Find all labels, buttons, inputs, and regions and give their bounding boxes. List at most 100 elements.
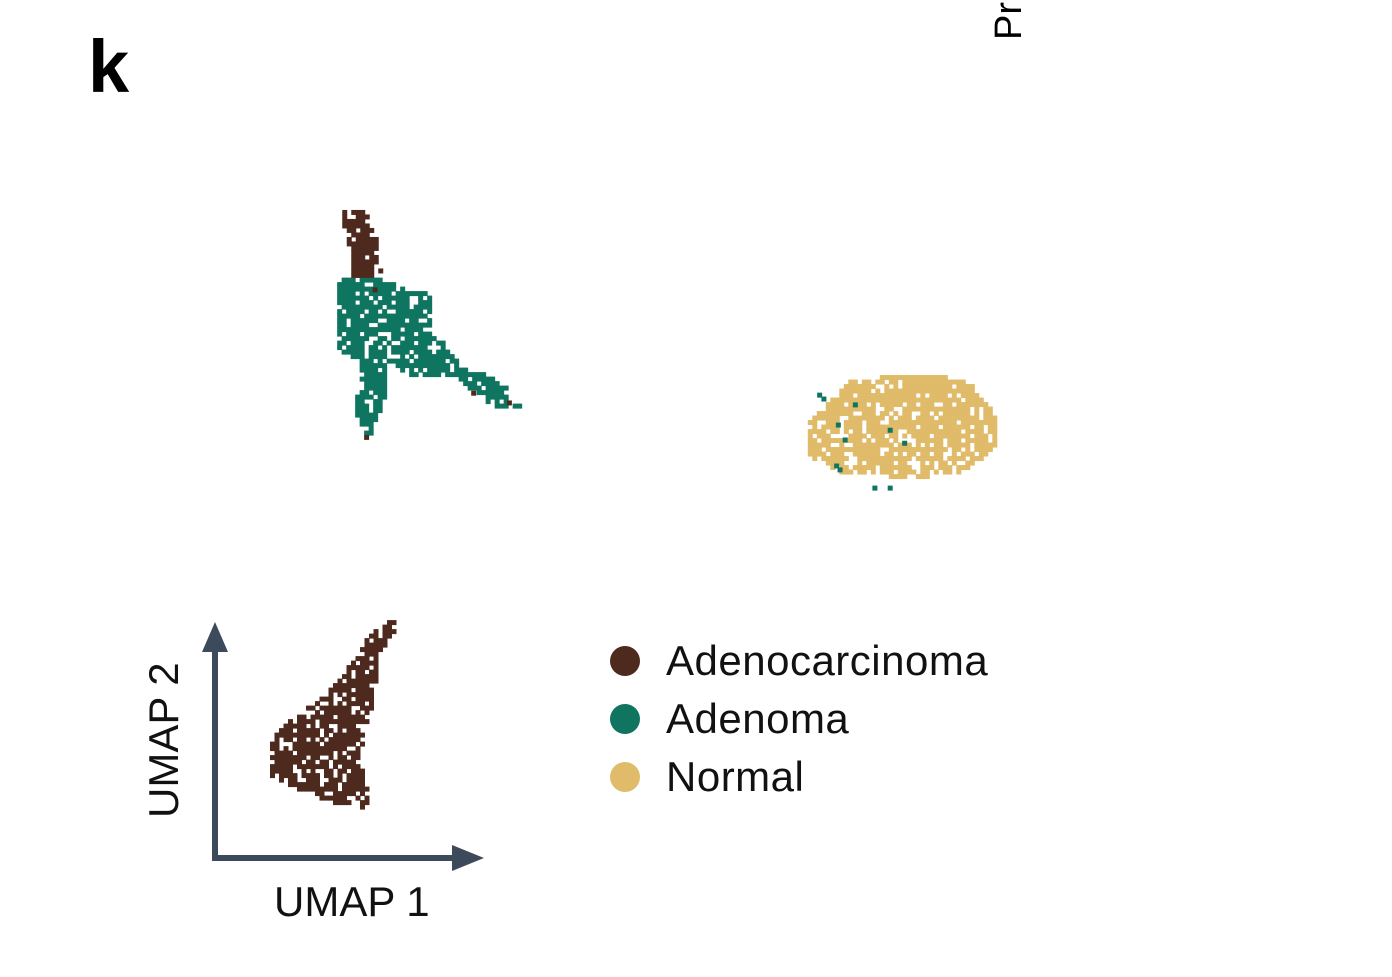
point-adenoma: [355, 349, 361, 355]
point-adenocarcinoma: [310, 768, 316, 774]
point-adenocarcinoma: [364, 710, 370, 716]
point-adenoma: [377, 349, 383, 355]
point-normal: [920, 415, 926, 421]
point-adenoma: [391, 282, 397, 288]
point-adenocarcinoma: [283, 755, 289, 761]
point-adenoma: [364, 295, 370, 301]
point-adenocarcinoma: [355, 218, 361, 224]
point-normal: [915, 474, 921, 480]
point-normal: [978, 451, 984, 457]
point-normal: [902, 406, 908, 412]
point-normal: [987, 429, 993, 435]
point-normal: [902, 424, 908, 430]
point-adenoma: [337, 345, 343, 351]
point-normal: [866, 393, 872, 399]
point-normal: [884, 465, 890, 471]
point-normal: [893, 393, 899, 399]
point-adenoma: [382, 354, 388, 360]
point-adenoma: [377, 376, 383, 382]
point-adenocarcinoma: [351, 773, 356, 779]
point-normal: [974, 429, 980, 435]
point-adenoma: [337, 322, 343, 328]
point-normal: [857, 402, 863, 408]
point-normal: [866, 465, 872, 471]
point-adenocarcinoma: [360, 236, 366, 242]
point-adenoma: [377, 399, 383, 405]
point-adenocarcinoma: [355, 777, 361, 783]
point-adenoma: [373, 313, 379, 319]
point-normal: [960, 424, 966, 430]
point-adenoma: [377, 282, 383, 288]
point-adenoma: [436, 349, 442, 355]
point-adenoma: [337, 327, 343, 333]
point-normal: [812, 424, 818, 430]
point-adenoma: [431, 354, 437, 360]
point-normal: [852, 384, 858, 390]
point-normal: [897, 375, 903, 381]
point-adenocarcinoma: [324, 741, 329, 747]
point-normal: [974, 415, 980, 421]
point-normal: [884, 375, 890, 381]
point-adenoma: [494, 385, 500, 391]
point-normal: [987, 415, 993, 421]
point-normal: [861, 456, 867, 462]
point-adenocarcinoma: [373, 236, 379, 242]
point-normal: [915, 438, 921, 444]
point-adenocarcinoma: [337, 768, 343, 774]
point-normal: [861, 451, 867, 457]
point-adenocarcinoma: [319, 719, 325, 725]
point-adenocarcinoma: [342, 786, 347, 792]
point-adenocarcinoma: [346, 701, 352, 707]
point-adenocarcinoma: [310, 759, 316, 765]
point-normal: [897, 393, 903, 399]
point-adenoma: [364, 286, 370, 292]
point-adenocarcinoma: [342, 800, 347, 806]
point-normal: [839, 411, 845, 417]
point-adenoma: [368, 367, 374, 373]
point-normal: [843, 447, 849, 453]
point-normal: [906, 411, 912, 417]
point-adenoma: [503, 399, 509, 405]
point-normal: [965, 424, 971, 430]
point-adenocarcinoma: [274, 768, 280, 774]
point-adenocarcinoma: [315, 741, 320, 747]
point-adenoma: [445, 363, 451, 369]
point-adenoma: [364, 300, 370, 306]
point-adenocarcinoma: [292, 746, 298, 752]
point-adenocarcinoma: [310, 728, 316, 734]
point-normal: [848, 469, 854, 475]
point-normal: [893, 397, 899, 403]
point-adenoma: [364, 313, 370, 319]
point-normal: [857, 388, 863, 394]
point-normal: [965, 447, 971, 453]
point-normal: [812, 442, 818, 448]
point-normal: [888, 420, 894, 426]
point-adenocarcinoma: [319, 764, 325, 770]
point-adenocarcinoma: [355, 232, 361, 238]
point-normal: [920, 451, 926, 457]
point-adenoma: [350, 286, 356, 292]
point-normal: [812, 438, 818, 444]
point-normal: [983, 438, 989, 444]
point-normal: [983, 402, 989, 408]
point-adenoma: [364, 421, 370, 427]
point-normal: [884, 429, 890, 435]
point-adenocarcinoma: [283, 737, 289, 743]
point-adenocarcinoma: [360, 669, 365, 675]
point-adenoma: [368, 331, 374, 337]
point-normal: [938, 375, 944, 381]
point-adenocarcinoma: [342, 741, 347, 747]
point-adenoma: [503, 385, 509, 391]
point-normal: [875, 397, 881, 403]
point-normal: [920, 433, 926, 439]
point-adenocarcinoma: [355, 678, 361, 684]
point-adenoma: [431, 363, 437, 369]
point-adenoma: [364, 331, 370, 337]
point-normal: [987, 406, 993, 412]
point-normal: [852, 420, 858, 426]
point-normal: [888, 447, 894, 453]
point-adenocarcinoma: [351, 723, 356, 729]
point-normal: [875, 388, 881, 394]
point-adenocarcinoma: [373, 674, 379, 680]
legend-label: Adenocarcinoma: [666, 637, 989, 684]
